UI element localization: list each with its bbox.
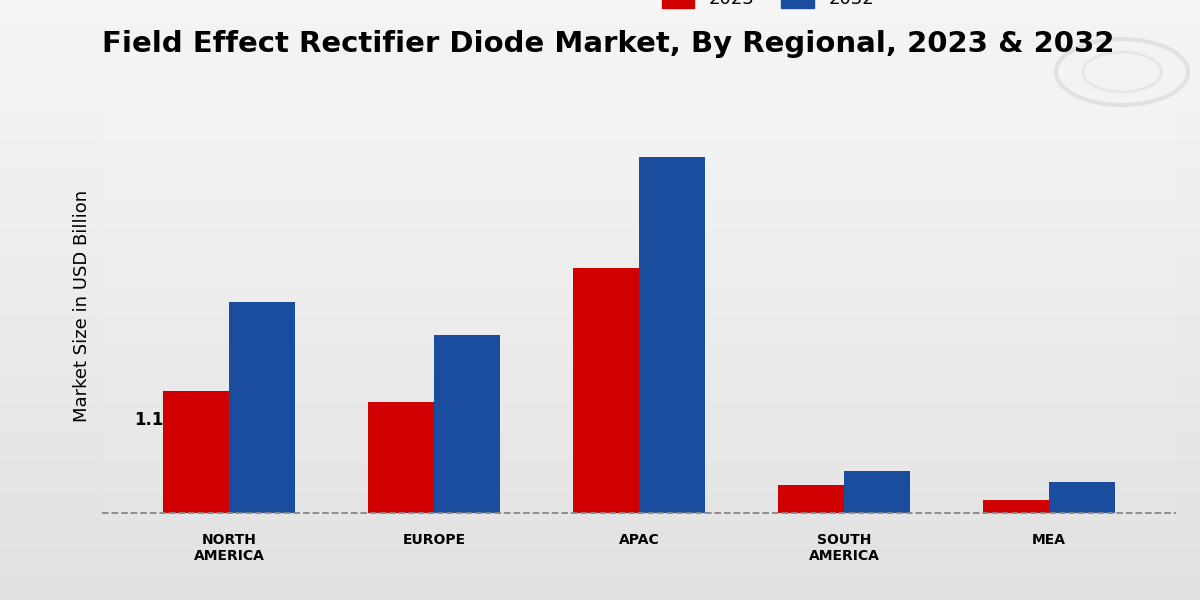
Bar (844, 471, 910, 513)
Bar (434, 335, 499, 513)
Bar (574, 268, 640, 513)
Y-axis label: Market Size in USD Billion: Market Size in USD Billion (73, 190, 91, 422)
Bar (163, 391, 229, 513)
Bar (779, 485, 844, 513)
Text: 1.1: 1.1 (134, 411, 163, 429)
Bar (640, 157, 704, 513)
Bar (229, 302, 295, 513)
Bar (983, 500, 1049, 513)
Text: Field Effect Rectifier Diode Market, By Regional, 2023 & 2032: Field Effect Rectifier Diode Market, By … (102, 30, 1115, 58)
Bar (368, 402, 434, 513)
Bar (1049, 482, 1115, 513)
Legend: 2023, 2032: 2023, 2032 (653, 0, 883, 17)
